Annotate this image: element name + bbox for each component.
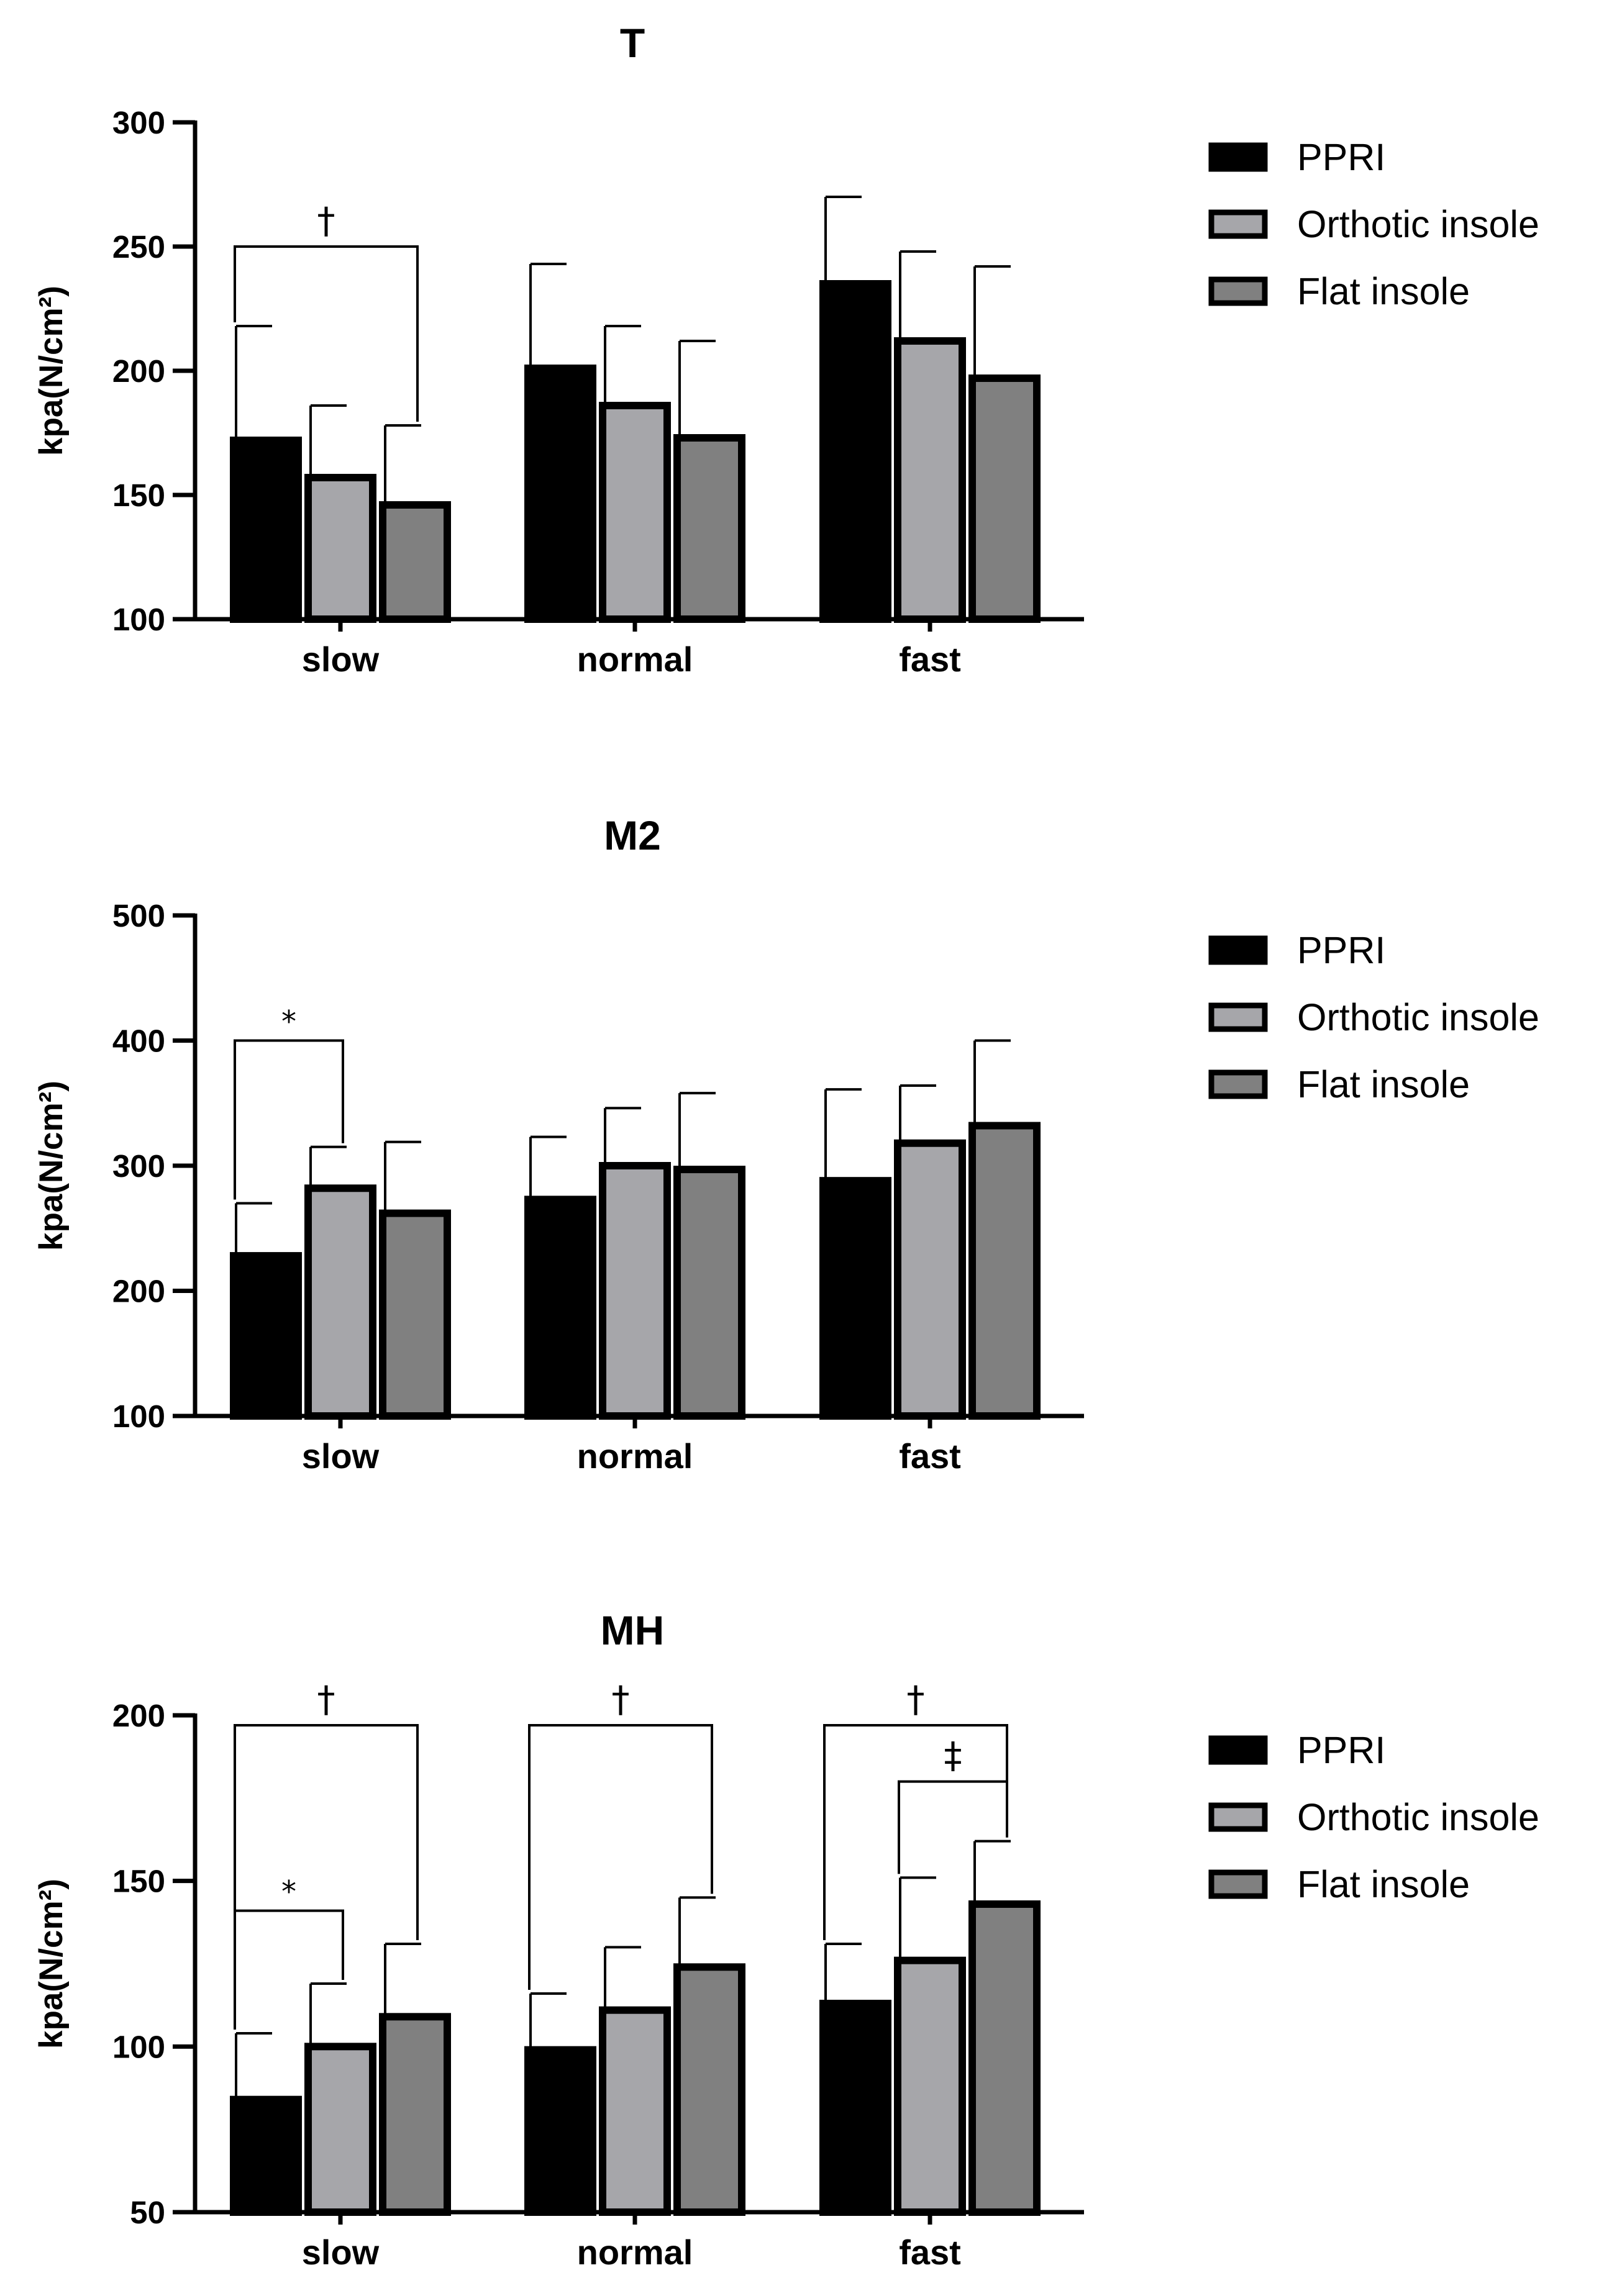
significance-marker: † (612, 1678, 630, 1720)
legend-swatch (1208, 1735, 1268, 1765)
legend-swatch (1208, 276, 1268, 306)
significance-marker: ‡ (944, 1735, 962, 1777)
legend-swatch (1208, 209, 1268, 239)
chart-title: T (620, 20, 645, 66)
bar (894, 337, 966, 623)
bar (673, 1963, 745, 2216)
bar (599, 2006, 671, 2217)
x-tick-label: fast (899, 2233, 961, 2272)
significance-bracket (898, 1780, 1008, 1874)
bar (524, 365, 596, 623)
chart-panel-mh: MH kpa(N/cm²) 50 100 150 200 slow normal fast † † †… (33, 1607, 1539, 2272)
bar (230, 1252, 302, 1420)
chart-panel-m2: M2 kpa(N/cm²) 100 200 300 400 500 slow normal fas… (33, 812, 1539, 1476)
legend-swatch (1208, 1869, 1268, 1899)
legend-swatch (1208, 142, 1268, 172)
x-tick-label: normal (577, 640, 693, 679)
y-tick-label: 200 (112, 353, 165, 389)
bar (819, 1177, 891, 1420)
bar (819, 280, 891, 623)
significance-marker: * (281, 1005, 296, 1040)
bar (379, 2013, 451, 2216)
bar (230, 437, 302, 623)
legend-label: Orthotic insole (1297, 1796, 1539, 1838)
legend-label: PPRI (1297, 1729, 1385, 1771)
significance-marker: * (281, 1875, 296, 1910)
x-tick-label: fast (899, 1436, 961, 1476)
y-tick-label: 250 (112, 229, 165, 265)
y-tick-label: 300 (112, 1148, 165, 1184)
significance-bracket (234, 1909, 344, 2030)
y-axis-label: kpa(N/cm²) (33, 1879, 70, 2049)
y-tick-label: 50 (130, 2195, 165, 2230)
bar (524, 1196, 596, 1420)
bar (968, 1122, 1041, 1420)
bar (673, 434, 745, 623)
y-tick-label: 150 (112, 478, 165, 513)
legend-swatch (1208, 1002, 1268, 1032)
significance-bracket (234, 245, 419, 422)
legend-label: Flat insole (1297, 270, 1470, 312)
bar (304, 474, 376, 623)
bar (304, 2043, 376, 2216)
y-axis-label: kpa(N/cm²) (33, 286, 70, 456)
x-tick-label: fast (899, 640, 961, 679)
x-tick-label: normal (577, 2233, 693, 2272)
bar (968, 1900, 1041, 2216)
legend-swatch (1208, 1802, 1268, 1832)
y-tick-label: 400 (112, 1023, 165, 1059)
y-tick-label: 150 (112, 1864, 165, 1899)
bar (968, 374, 1041, 623)
bar (379, 501, 451, 623)
x-tick-label: slow (302, 640, 380, 679)
legend-label: Flat insole (1297, 1863, 1470, 1905)
legend-swatch (1208, 935, 1268, 965)
y-tick-label: 200 (112, 1698, 165, 1733)
bar (894, 1139, 966, 1420)
legend-label: Orthotic insole (1297, 996, 1539, 1038)
bar (524, 2046, 596, 2217)
bar (819, 2000, 891, 2216)
y-tick-label: 100 (112, 1399, 165, 1434)
bar (599, 1162, 671, 1420)
x-tick-label: normal (577, 1436, 693, 1476)
significance-marker: † (317, 1678, 335, 1720)
significance-bracket (234, 1039, 344, 1200)
bar (230, 2095, 302, 2217)
x-tick-label: slow (302, 2233, 380, 2272)
y-tick-label: 200 (112, 1274, 165, 1309)
y-tick-label: 300 (112, 105, 165, 140)
significance-bracket (234, 1724, 419, 2030)
chart-title: M2 (604, 812, 661, 858)
y-tick-label: 100 (112, 602, 165, 637)
legend-swatch (1208, 1069, 1268, 1099)
bar (379, 1209, 451, 1420)
significance-marker: † (907, 1678, 925, 1720)
significance-bracket (528, 1724, 713, 1990)
legend-label: Flat insole (1297, 1063, 1470, 1105)
legend-label: Orthotic insole (1297, 203, 1539, 245)
y-tick-label: 100 (112, 2029, 165, 2064)
y-axis-label: kpa(N/cm²) (33, 1081, 70, 1251)
legend-label: PPRI (1297, 929, 1385, 971)
bar (673, 1166, 745, 1420)
bar (304, 1184, 376, 1420)
bar (599, 402, 671, 623)
legend-label: PPRI (1297, 136, 1385, 178)
y-tick-label: 500 (112, 898, 165, 933)
chart-title: MH (601, 1607, 665, 1653)
significance-marker: † (317, 199, 335, 242)
bar (894, 1956, 966, 2217)
x-tick-label: slow (302, 1436, 380, 1476)
